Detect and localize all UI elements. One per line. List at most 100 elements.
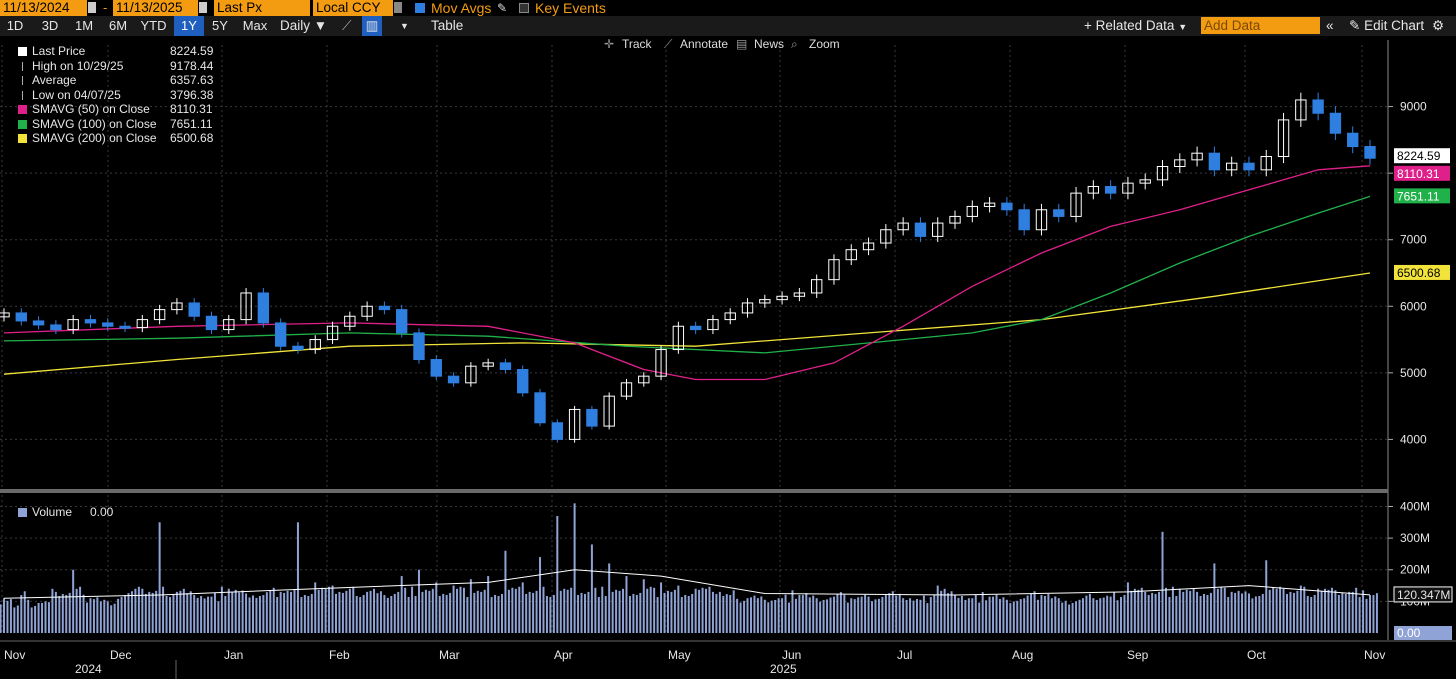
volume-bar: [1120, 597, 1123, 633]
collapse-icon[interactable]: «: [1326, 18, 1334, 33]
period-5y[interactable]: 5Y: [212, 18, 228, 33]
volume-bar: [1306, 595, 1309, 633]
calendar-icon[interactable]: [199, 2, 207, 13]
volume-bar: [1348, 591, 1351, 633]
candle-body: [1035, 209, 1048, 231]
volume-bar: [705, 588, 708, 633]
volume-bar: [490, 597, 493, 633]
volume-bar: [1279, 586, 1282, 633]
line-chart-icon[interactable]: ⟋: [342, 18, 352, 33]
candle-body: [1018, 209, 1030, 231]
legend-name: SMAVG (100) on Close: [32, 116, 157, 131]
price-tick-label: 5000: [1400, 366, 1427, 380]
volume-bar: [110, 605, 113, 633]
volume-bar: [884, 595, 887, 633]
chevron-down-icon[interactable]: ▼: [400, 21, 409, 31]
period-max[interactable]: Max: [242, 18, 268, 33]
volume-bar: [559, 590, 562, 633]
volume-bar: [563, 588, 566, 633]
volume-bar: [853, 599, 856, 633]
volume-bar: [708, 586, 711, 633]
sma100-tag-bg: [1394, 188, 1450, 204]
period-1y[interactable]: 1Y: [174, 16, 204, 36]
volume-bar: [435, 582, 438, 633]
volume-bar: [535, 590, 538, 633]
candle-body: [430, 359, 442, 377]
gear-icon[interactable]: ⚙: [1432, 18, 1445, 33]
volume-bar: [1019, 599, 1022, 633]
candle-body: [603, 395, 615, 427]
end-date-field[interactable]: 11/13/2025: [113, 0, 198, 16]
frequency-selector[interactable]: Daily ▼: [280, 18, 328, 33]
candle-body: [586, 408, 598, 427]
volume-bar: [1209, 592, 1212, 633]
calendar-icon[interactable]: [88, 2, 96, 13]
volume-bar: [500, 593, 503, 633]
candle-body: [15, 312, 27, 322]
key-events-checkbox[interactable]: [519, 3, 529, 13]
chevron-down-icon[interactable]: [394, 2, 402, 13]
currency-selector[interactable]: Local CCY: [313, 0, 393, 16]
volume-bar: [1320, 590, 1323, 633]
volume-bar: [404, 587, 407, 633]
field-selector[interactable]: Last Px: [214, 0, 310, 16]
month-label: Jan: [224, 648, 243, 662]
volume-bar: [808, 597, 811, 633]
bar-chart-icon[interactable]: ▥: [362, 16, 382, 36]
period-1d[interactable]: 1D: [6, 18, 24, 33]
volume-bar: [130, 591, 133, 633]
volume-current-tag: 0.00: [1397, 626, 1421, 640]
volume-bar: [687, 595, 690, 633]
volume-bar: [580, 592, 583, 633]
volume-bar: [393, 593, 396, 633]
volume-bar: [615, 589, 618, 633]
volume-avg-tag: 120.347M: [1397, 588, 1450, 602]
news-button[interactable]: News: [754, 37, 785, 51]
volume-bar: [566, 589, 569, 633]
volume-bar: [3, 598, 5, 633]
volume-bar: [1043, 595, 1046, 633]
key-events-label: Key Events: [535, 0, 606, 16]
legend-swatch: [22, 76, 23, 85]
period-6m[interactable]: 6M: [108, 18, 128, 33]
zoom-button[interactable]: Zoom: [809, 37, 840, 51]
volume-bar: [1147, 594, 1150, 633]
table-button[interactable]: Table: [431, 18, 464, 33]
period-1m[interactable]: 1M: [74, 18, 94, 33]
volume-bar: [44, 601, 47, 633]
mov-avgs-checkbox[interactable]: [415, 3, 425, 13]
volume-bar: [1109, 596, 1112, 633]
volume-bar: [269, 590, 272, 633]
add-data-input[interactable]: Add Data: [1201, 17, 1320, 34]
month-label: Jun: [782, 648, 801, 662]
annotate-button[interactable]: Annotate: [680, 37, 729, 51]
volume-bar: [283, 592, 286, 633]
volume-bar: [137, 586, 140, 633]
volume-bar: [1009, 603, 1012, 633]
volume-bar: [1220, 586, 1223, 633]
period-3d[interactable]: 3D: [41, 18, 59, 33]
volume-bar: [1071, 602, 1074, 633]
track-button[interactable]: Track: [622, 37, 652, 51]
volume-bar: [16, 605, 19, 633]
candle-body: [568, 408, 581, 440]
volume-bar: [594, 587, 597, 633]
related-data-button[interactable]: + Related Data ▼: [1084, 18, 1188, 33]
volume-bar: [92, 599, 95, 633]
volume-bar: [933, 594, 936, 633]
legend-swatch: [18, 105, 27, 114]
volume-bar: [767, 602, 770, 633]
volume-bar: [1164, 587, 1167, 633]
period-ytd[interactable]: YTD: [140, 18, 167, 33]
start-date-field[interactable]: 11/13/2024: [0, 0, 87, 16]
candle-body: [1295, 99, 1307, 121]
end-date-text: 11/13/2025: [116, 0, 183, 15]
candle-body: [828, 259, 840, 281]
candle-body: [845, 249, 857, 261]
volume-bar: [701, 587, 704, 633]
crosshair-icon: ✛: [604, 37, 615, 51]
pencil-icon[interactable]: ✎: [497, 1, 508, 15]
volume-bar: [144, 593, 147, 633]
edit-chart-button[interactable]: ✎ Edit Chart: [1349, 18, 1425, 33]
